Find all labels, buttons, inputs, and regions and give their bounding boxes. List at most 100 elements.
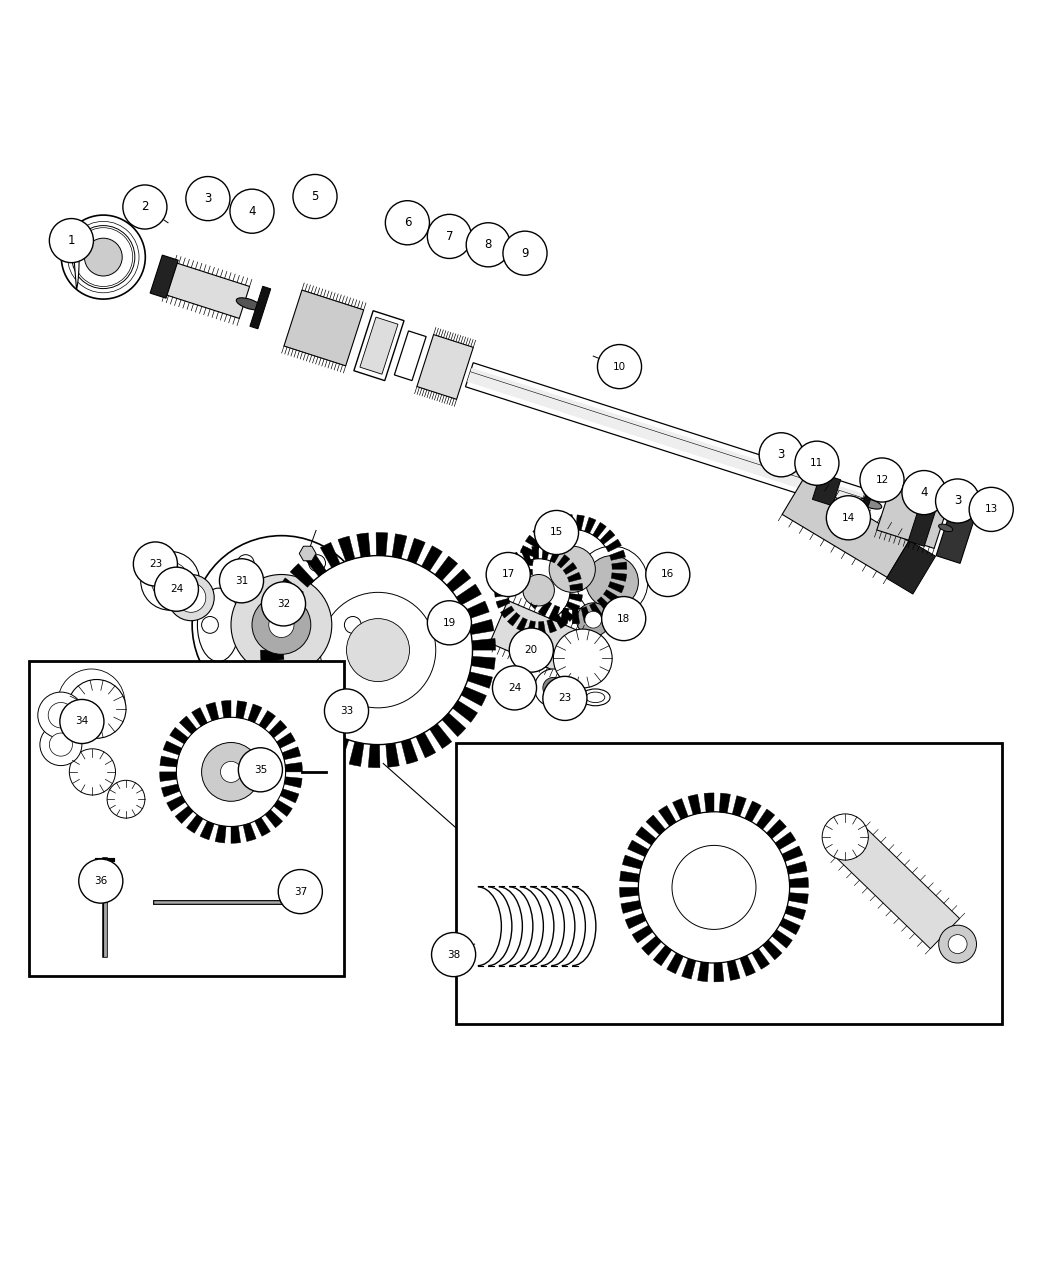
Polygon shape bbox=[357, 533, 371, 557]
Polygon shape bbox=[697, 961, 709, 982]
Polygon shape bbox=[467, 672, 492, 689]
Polygon shape bbox=[886, 541, 936, 594]
Circle shape bbox=[320, 593, 436, 708]
Polygon shape bbox=[250, 287, 271, 329]
Circle shape bbox=[346, 618, 410, 682]
Circle shape bbox=[237, 555, 254, 571]
Circle shape bbox=[49, 733, 72, 756]
Polygon shape bbox=[740, 955, 755, 977]
Polygon shape bbox=[539, 601, 552, 616]
Polygon shape bbox=[264, 612, 289, 629]
Polygon shape bbox=[422, 546, 442, 571]
Circle shape bbox=[168, 575, 214, 621]
Circle shape bbox=[543, 676, 587, 720]
Polygon shape bbox=[527, 621, 536, 634]
Ellipse shape bbox=[586, 692, 605, 703]
Circle shape bbox=[40, 724, 82, 765]
Polygon shape bbox=[429, 724, 452, 748]
Polygon shape bbox=[531, 546, 539, 560]
Polygon shape bbox=[285, 776, 302, 788]
Text: 3: 3 bbox=[204, 193, 212, 205]
Circle shape bbox=[826, 496, 870, 539]
Circle shape bbox=[486, 552, 530, 597]
Circle shape bbox=[507, 558, 570, 622]
Text: 7: 7 bbox=[445, 230, 454, 244]
Circle shape bbox=[107, 780, 145, 819]
Polygon shape bbox=[542, 520, 555, 536]
Polygon shape bbox=[600, 530, 615, 544]
Polygon shape bbox=[756, 810, 775, 830]
Circle shape bbox=[84, 238, 122, 275]
Ellipse shape bbox=[197, 588, 239, 662]
Polygon shape bbox=[521, 548, 530, 561]
Polygon shape bbox=[560, 608, 569, 623]
Polygon shape bbox=[66, 240, 87, 258]
Circle shape bbox=[176, 583, 206, 612]
Circle shape bbox=[219, 558, 264, 603]
Polygon shape bbox=[523, 586, 539, 599]
Polygon shape bbox=[163, 741, 182, 755]
Polygon shape bbox=[260, 631, 285, 644]
Circle shape bbox=[638, 812, 790, 963]
Polygon shape bbox=[772, 929, 793, 949]
Text: 37: 37 bbox=[294, 886, 307, 896]
Polygon shape bbox=[548, 606, 560, 621]
Circle shape bbox=[60, 700, 104, 743]
Polygon shape bbox=[385, 743, 399, 768]
Polygon shape bbox=[681, 959, 696, 979]
Polygon shape bbox=[604, 590, 620, 603]
Polygon shape bbox=[160, 771, 176, 782]
Text: 20: 20 bbox=[525, 645, 538, 655]
Circle shape bbox=[61, 215, 145, 300]
Polygon shape bbox=[286, 708, 310, 731]
Circle shape bbox=[948, 935, 967, 954]
Polygon shape bbox=[558, 555, 570, 567]
Circle shape bbox=[69, 748, 116, 796]
Circle shape bbox=[509, 629, 553, 672]
Circle shape bbox=[427, 601, 471, 645]
Polygon shape bbox=[565, 515, 572, 529]
Polygon shape bbox=[192, 708, 207, 727]
Polygon shape bbox=[461, 687, 486, 706]
Polygon shape bbox=[495, 590, 507, 597]
Circle shape bbox=[176, 718, 286, 826]
Circle shape bbox=[543, 677, 564, 699]
Circle shape bbox=[58, 669, 125, 736]
Circle shape bbox=[202, 617, 218, 634]
Polygon shape bbox=[511, 552, 523, 566]
Polygon shape bbox=[446, 569, 470, 592]
Text: 15: 15 bbox=[550, 528, 563, 538]
Polygon shape bbox=[274, 695, 299, 717]
Circle shape bbox=[324, 688, 369, 733]
Circle shape bbox=[549, 546, 595, 593]
Circle shape bbox=[186, 176, 230, 221]
Text: 5: 5 bbox=[311, 190, 319, 203]
Circle shape bbox=[71, 226, 134, 288]
Polygon shape bbox=[442, 713, 466, 737]
Text: 32: 32 bbox=[277, 599, 290, 609]
Polygon shape bbox=[553, 516, 564, 532]
Text: 4: 4 bbox=[920, 486, 928, 499]
Polygon shape bbox=[585, 518, 596, 533]
Polygon shape bbox=[589, 603, 603, 618]
Polygon shape bbox=[525, 536, 541, 548]
Text: 23: 23 bbox=[149, 558, 162, 569]
Polygon shape bbox=[789, 892, 808, 904]
Polygon shape bbox=[762, 940, 782, 960]
Polygon shape bbox=[167, 796, 186, 811]
Polygon shape bbox=[259, 710, 275, 729]
Polygon shape bbox=[732, 796, 747, 816]
Circle shape bbox=[860, 458, 904, 502]
Polygon shape bbox=[401, 740, 418, 764]
Text: 1: 1 bbox=[67, 235, 76, 247]
Text: 3: 3 bbox=[953, 495, 962, 507]
Circle shape bbox=[38, 692, 84, 738]
Polygon shape bbox=[270, 594, 295, 613]
Polygon shape bbox=[518, 569, 532, 576]
Polygon shape bbox=[744, 801, 761, 822]
Circle shape bbox=[576, 603, 610, 636]
Text: 24: 24 bbox=[170, 584, 183, 594]
Text: 10: 10 bbox=[613, 362, 626, 371]
Polygon shape bbox=[529, 594, 545, 608]
Polygon shape bbox=[581, 607, 591, 622]
